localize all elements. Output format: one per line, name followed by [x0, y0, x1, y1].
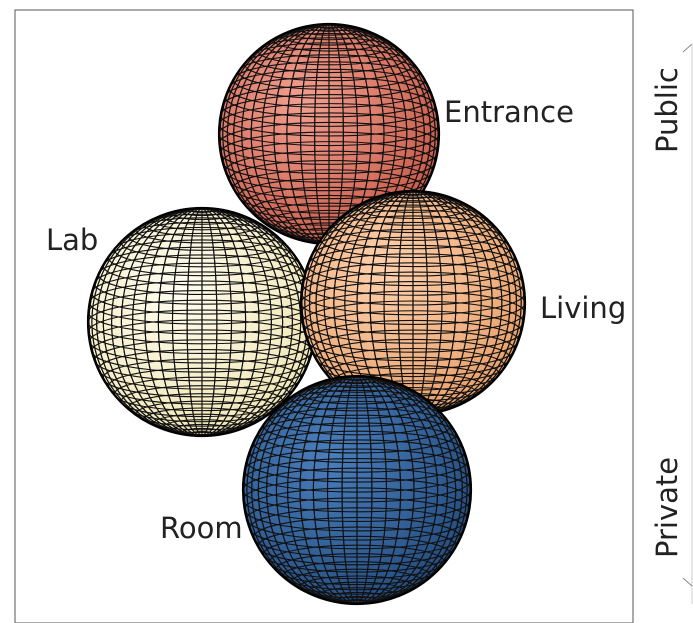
spheres-group: [86, 22, 527, 606]
axis-label-public: Public: [650, 67, 684, 153]
sphere-room: [241, 374, 473, 606]
label-living: Living: [540, 291, 626, 325]
plot-frame: [14, 9, 634, 623]
sphere-room-outline: [241, 374, 473, 606]
axis-label-private: Private: [650, 457, 684, 558]
label-room: Room: [160, 511, 243, 545]
axis-tick-bottom: [682, 577, 693, 587]
label-lab: Lab: [46, 223, 98, 257]
label-entrance: Entrance: [444, 95, 574, 129]
sphere-entrance: [217, 22, 441, 246]
sphere-lab: [86, 206, 318, 438]
axis-tick-top: [682, 43, 693, 53]
